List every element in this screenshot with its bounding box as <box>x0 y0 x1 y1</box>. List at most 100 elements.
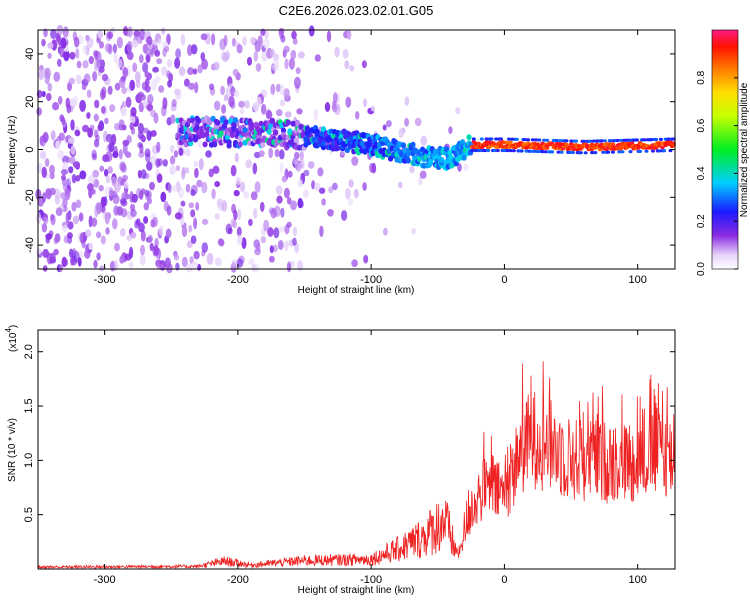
spectrogram-cell <box>231 259 237 267</box>
spectrogram-cell <box>628 150 633 154</box>
spectrogram-cell <box>130 209 137 218</box>
spectrogram-cell <box>121 86 127 95</box>
spectrogram-cell <box>241 237 247 250</box>
spectrogram-cell <box>109 104 116 113</box>
spectrogram-cell <box>649 138 654 142</box>
spectrogram-cell <box>144 70 150 78</box>
spectrogram-cell <box>50 213 55 221</box>
spectrogram-cell <box>280 34 286 43</box>
spectrogram-cell <box>146 130 152 142</box>
spectrogram-cell <box>82 124 89 133</box>
spectrogram-cell <box>145 152 151 163</box>
y-multiplier-exp: 4 <box>4 328 13 333</box>
spectrogram-cell <box>286 261 292 272</box>
spectrogram-cell <box>88 56 95 65</box>
spectrogram-cell <box>174 212 182 220</box>
spectrogram-cell <box>61 174 66 181</box>
spectrogram-cell <box>471 137 476 141</box>
spectrogram-cell <box>153 245 159 256</box>
spectrogram-cell <box>642 138 647 142</box>
spectrogram-cell <box>149 181 155 191</box>
spectrogram-cell <box>166 263 173 274</box>
spectrogram-cell <box>361 60 367 69</box>
spectrogram-cell <box>184 167 190 174</box>
spectrogram-cell <box>156 141 161 153</box>
spectrogram-cell <box>411 228 416 235</box>
spectrogram-cell <box>222 52 230 62</box>
spectrogram-cell <box>165 228 172 239</box>
spectrogram-cell <box>49 164 55 175</box>
spectrogram-cell <box>508 140 513 145</box>
spectrogram-cell <box>150 79 157 91</box>
spectrogram-cell <box>297 260 304 272</box>
spectrogram-cell <box>618 138 623 142</box>
spectrogram-cell <box>532 149 537 153</box>
spectrogram-cell <box>237 141 243 148</box>
spectrogram-cell <box>237 234 243 245</box>
spectrogram-cell <box>591 139 596 143</box>
spectrogram-cell <box>212 141 218 148</box>
spectrogram-cell <box>136 36 143 44</box>
x-tick-label: 0 <box>501 574 507 586</box>
spectrogram-cell <box>137 91 144 98</box>
spectrogram-cell <box>100 235 106 245</box>
x-tick-label: -100 <box>360 574 382 586</box>
spectrogram-cell <box>295 67 301 75</box>
spectrogram-cell <box>88 174 95 186</box>
spectrogram-cell <box>404 117 410 127</box>
spectrogram-cell <box>311 136 317 143</box>
spectrogram-cell <box>279 99 286 107</box>
spectrogram-cell <box>88 242 94 250</box>
spectrogram-cell <box>65 212 70 224</box>
spectrogram-cell <box>285 119 291 126</box>
spectrogram-cell <box>261 103 267 115</box>
spectrogram-cell <box>252 162 258 175</box>
spectrogram-cell <box>154 49 161 57</box>
y-tick-label: 2.0 <box>23 344 35 359</box>
spectrogram-cell <box>602 139 607 143</box>
spectrogram-cell <box>197 139 203 149</box>
spectrogram-cell <box>170 144 175 153</box>
spectrogram-cell <box>86 112 91 119</box>
x-tick-label: 100 <box>629 574 647 586</box>
spectrogram-cell <box>287 170 293 178</box>
spectrogram-cell <box>245 159 252 169</box>
spectrogram-cell <box>116 36 123 49</box>
spectrogram-cell <box>511 149 516 153</box>
spectrogram-cell <box>567 150 572 154</box>
spectrogram-cell <box>233 90 239 97</box>
spectrogram-cell <box>269 245 274 254</box>
spectrogram-cell <box>233 209 238 221</box>
spectrogram-cell <box>180 200 186 207</box>
spectrogram-cell <box>35 248 42 255</box>
spectrogram-cell <box>42 192 47 203</box>
spectrogram-cell <box>174 150 178 158</box>
spectrogram-cell <box>147 234 153 243</box>
spectrogram-cell <box>260 236 267 244</box>
spectrogram-cell <box>94 51 99 61</box>
spectrogram-cell <box>62 26 69 38</box>
spectrogram-cell <box>101 106 106 114</box>
spectrogram-cell <box>269 117 275 124</box>
spectrogram-cell <box>137 131 144 139</box>
spectrogram-cell <box>239 107 245 115</box>
spectrogram-cell <box>335 145 341 151</box>
spectrogram-cell <box>83 73 91 84</box>
spectrogram-cell <box>461 154 467 161</box>
spectrogram-cell <box>314 182 321 191</box>
spectrogram-cell <box>342 49 349 59</box>
spectrogram-cell <box>524 149 529 153</box>
spectrogram-cell <box>314 54 321 62</box>
spectrogram-cell <box>161 66 168 76</box>
spectrogram-cell <box>103 169 109 177</box>
spectrogram-cell <box>170 114 176 124</box>
spectrogram-cell <box>121 100 127 109</box>
spectrogram-cell <box>150 154 157 166</box>
spectrogram-cell <box>97 30 104 39</box>
bottom-x-axis-label: Height of straight line (km) <box>298 585 415 596</box>
spectrogram-cell <box>270 83 276 95</box>
spectrogram-cell <box>286 221 292 228</box>
spectrogram-cell <box>530 138 535 142</box>
spectrogram-cell <box>495 148 500 153</box>
